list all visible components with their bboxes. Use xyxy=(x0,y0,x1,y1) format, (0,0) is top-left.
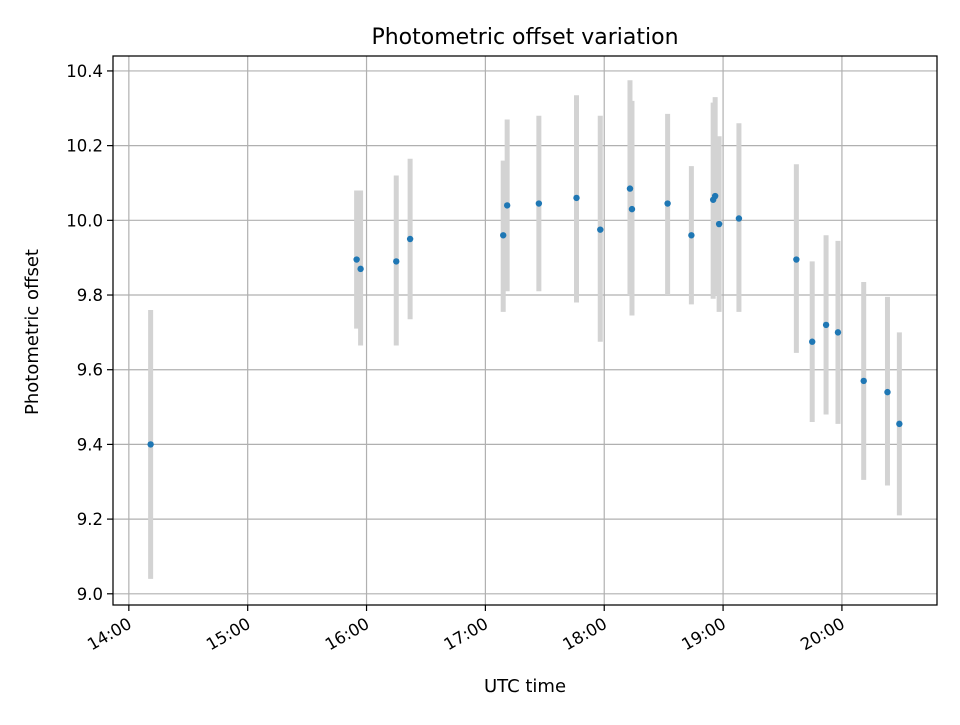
y-tick-label: 9.6 xyxy=(77,361,103,380)
data-point xyxy=(896,420,903,428)
data-points xyxy=(147,185,903,448)
data-point xyxy=(503,202,511,209)
x-axis-label: UTC time xyxy=(484,676,566,697)
data-point xyxy=(626,185,634,192)
data-point xyxy=(664,200,671,207)
y-tick-label: 9.8 xyxy=(77,286,103,305)
data-point xyxy=(393,258,400,265)
data-point xyxy=(809,338,816,345)
y-tick-label: 10.0 xyxy=(66,211,103,230)
chart-title: Photometric offset variation xyxy=(371,25,678,50)
grid xyxy=(113,56,937,605)
y-tick-label: 9.2 xyxy=(77,510,103,529)
y-tick-label: 10.4 xyxy=(66,62,103,81)
data-point xyxy=(735,215,743,222)
data-point xyxy=(834,329,842,336)
data-point xyxy=(688,232,695,239)
data-point xyxy=(406,235,414,243)
y-tick-label: 9.0 xyxy=(77,585,103,604)
data-point xyxy=(147,441,154,448)
data-point xyxy=(822,321,830,329)
y-tick-label: 10.2 xyxy=(66,137,103,156)
data-point xyxy=(884,388,891,396)
data-point xyxy=(711,192,719,200)
data-point xyxy=(597,226,604,233)
data-point xyxy=(860,377,867,385)
data-point xyxy=(500,232,507,239)
y-tick-label: 9.4 xyxy=(77,435,103,454)
data-point xyxy=(357,265,364,273)
data-point xyxy=(628,205,636,213)
data-point xyxy=(793,256,800,263)
y-axis-ticks: 9.0 9.2 9.4 9.6 9.8 10.0 10.2 10.4 xyxy=(66,62,113,604)
y-axis-label: Photometric offset xyxy=(22,249,43,415)
data-point xyxy=(573,194,580,202)
data-point xyxy=(535,200,543,207)
data-point xyxy=(715,220,723,228)
data-point xyxy=(353,256,360,263)
plot-frame xyxy=(112,55,938,606)
